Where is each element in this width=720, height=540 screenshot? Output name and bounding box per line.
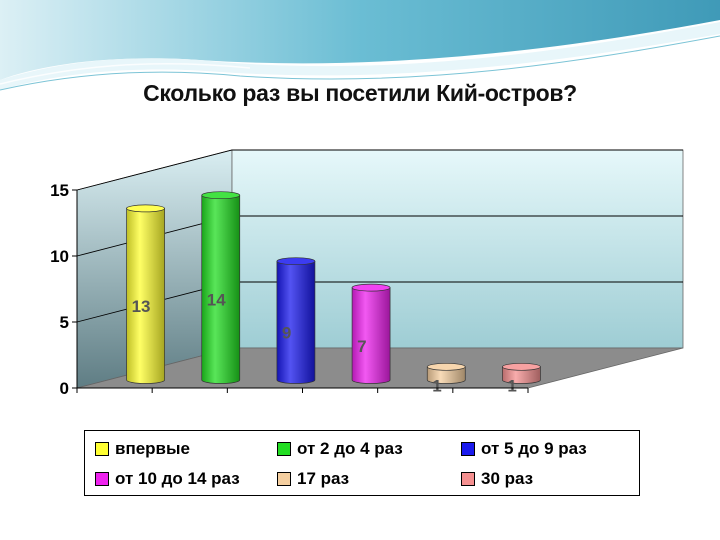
legend-swatch [461,472,475,486]
bar-body [351,287,391,384]
y-tick-label: 0 [60,379,69,398]
data-label-3: 9 [282,324,291,343]
data-label-6: 1 [507,376,516,395]
legend-item: 30 раз [461,469,533,489]
bar-4 [351,283,391,384]
bar-top [201,191,241,200]
bar-body [126,208,165,384]
chart-axes: 0 5 10 15 [50,181,529,398]
bar-body [201,194,241,384]
legend-swatch [95,442,109,456]
chart-title: Сколько раз вы посетили Кий-остров? [143,80,577,106]
data-label-2: 14 [207,291,226,310]
bar-top [351,283,391,292]
bar-2 [201,191,241,384]
bar-3 [276,257,316,384]
slide-header-waves [0,0,720,91]
bar-5 [426,362,466,384]
legend-item: впервые [95,439,190,459]
legend-label: от 2 до 4 раз [297,439,403,458]
chart-legend: впервые от 2 до 4 раз от 5 до 9 раз от 10 д… [84,430,640,496]
legend-label: 30 раз [481,469,534,488]
bar-top [126,204,165,213]
bar-top [502,362,541,371]
legend-item: 17 раз [277,469,349,489]
y-tick-label: 15 [50,181,69,200]
legend-label: от 5 до 9 раз [481,439,587,458]
legend-swatch [277,442,291,456]
bar-1 [126,204,165,384]
bar-body [276,260,316,384]
bar-body [426,366,466,384]
y-tick-label: 5 [60,313,69,332]
y-tick-label: 10 [50,247,69,266]
bar-body [502,366,541,384]
legend-item: от 5 до 9 раз [461,439,587,459]
chart-data-labels: 13 14 9 7 1 1 [132,291,517,396]
bar-top [426,362,466,371]
legend-label: от 10 до 14 раз [115,469,240,488]
bar-6 [502,362,541,384]
legend-label: 17 раз [297,469,350,488]
legend-item: от 2 до 4 раз [277,439,403,459]
data-label-5: 1 [432,376,441,395]
legend-label: впервые [115,439,190,458]
chart-bars [126,191,541,384]
data-label-1: 13 [132,297,151,316]
bar-top [276,257,316,266]
data-label-4: 7 [357,337,366,356]
legend-swatch [277,472,291,486]
legend-swatch [461,442,475,456]
legend-swatch [95,472,109,486]
gridline [76,149,683,191]
legend-item: от 10 до 14 раз [95,469,240,489]
